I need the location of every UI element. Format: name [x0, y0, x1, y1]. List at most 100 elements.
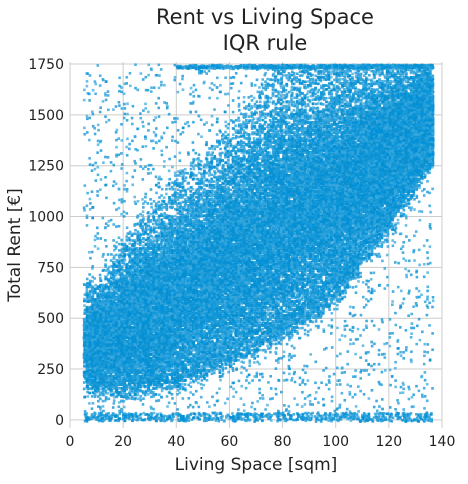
data-point: [401, 419, 404, 422]
data-point: [391, 300, 394, 303]
data-point: [193, 84, 196, 87]
data-point: [102, 400, 105, 403]
data-point: [368, 69, 371, 72]
data-point: [269, 398, 272, 401]
data-point: [426, 271, 429, 274]
data-point: [91, 413, 94, 416]
data-point: [283, 372, 286, 375]
data-point: [428, 205, 431, 208]
data-point: [126, 113, 129, 116]
data-point: [344, 296, 347, 299]
data-point: [386, 254, 389, 257]
data-point: [293, 109, 296, 112]
data-point: [413, 208, 416, 211]
data-point: [293, 413, 296, 416]
data-point: [373, 363, 376, 366]
data-point: [394, 379, 397, 382]
data-point: [187, 188, 190, 191]
data-point: [147, 202, 150, 205]
data-point: [168, 158, 171, 161]
data-point: [144, 103, 147, 106]
chart-title: Rent vs Living Space: [156, 5, 374, 29]
data-point: [132, 105, 135, 108]
data-point: [184, 123, 187, 126]
data-point: [92, 89, 95, 92]
data-point: [336, 383, 339, 386]
data-point: [241, 366, 244, 369]
data-point: [99, 106, 102, 109]
data-point: [192, 149, 195, 152]
data-point: [105, 259, 108, 262]
data-point: [104, 156, 107, 159]
data-point: [123, 406, 126, 409]
data-point: [89, 202, 92, 205]
data-point: [328, 324, 331, 327]
data-point: [171, 166, 174, 169]
data-point: [405, 224, 408, 227]
data-point: [349, 338, 352, 341]
data-point: [113, 164, 116, 167]
data-point: [339, 383, 342, 386]
data-point: [150, 164, 153, 167]
data-point: [112, 108, 115, 111]
data-point: [208, 154, 211, 157]
data-point: [413, 235, 416, 238]
data-point: [257, 91, 260, 94]
data-point: [89, 208, 92, 211]
data-point: [152, 223, 155, 226]
data-point: [112, 185, 115, 188]
data-point: [288, 373, 291, 376]
data-point: [373, 324, 376, 327]
data-point: [110, 161, 113, 164]
data-point: [194, 152, 197, 155]
data-point: [245, 379, 248, 382]
data-point: [150, 206, 153, 209]
data-point: [432, 300, 435, 303]
data-point: [86, 85, 89, 88]
data-point: [153, 86, 156, 89]
data-point: [91, 280, 94, 283]
data-point: [99, 277, 102, 280]
data-point: [94, 162, 97, 165]
data-point: [222, 373, 225, 376]
data-point: [99, 84, 102, 87]
data-point: [250, 406, 253, 409]
data-point: [349, 385, 352, 388]
data-point: [338, 78, 341, 81]
data-point: [192, 393, 195, 396]
data-point: [193, 95, 196, 98]
data-point: [346, 408, 349, 411]
data-point: [197, 133, 200, 136]
data-point: [240, 82, 243, 85]
data-point: [405, 201, 408, 204]
data-point: [131, 117, 134, 120]
data-point: [431, 348, 434, 351]
data-point: [155, 192, 158, 195]
data-point: [107, 156, 110, 159]
data-point: [253, 361, 256, 364]
data-point: [121, 107, 124, 110]
chart-subtitle: IQR rule: [223, 31, 308, 55]
data-point: [331, 319, 334, 322]
data-point: [206, 401, 209, 404]
data-point: [403, 298, 406, 301]
data-point: [271, 397, 274, 400]
data-point: [224, 402, 227, 405]
data-point: [379, 255, 382, 258]
data-point: [91, 169, 94, 172]
data-point: [192, 121, 195, 124]
data-point: [428, 324, 431, 327]
data-point: [193, 168, 196, 171]
data-point: [147, 111, 150, 114]
data-point: [418, 290, 421, 293]
data-point: [394, 386, 397, 389]
data-point: [384, 234, 387, 237]
data-point: [359, 390, 362, 393]
data-point: [195, 89, 198, 92]
data-point: [117, 137, 120, 140]
data-point: [355, 291, 358, 294]
data-point: [282, 101, 285, 104]
data-point: [120, 91, 123, 94]
data-point: [149, 392, 152, 395]
